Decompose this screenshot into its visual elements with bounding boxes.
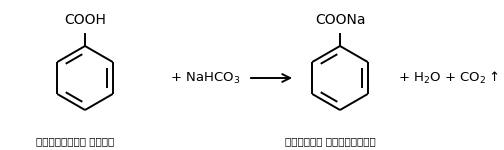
Text: COONa: COONa	[315, 13, 365, 27]
Text: + NaHCO$_3$: + NaHCO$_3$	[170, 70, 240, 86]
Text: बेन्जोइक अम्ल: बेन्जोइक अम्ल	[36, 136, 114, 146]
Text: + H$_2$O + CO$_2$$\uparrow$: + H$_2$O + CO$_2$$\uparrow$	[398, 70, 498, 86]
Text: COOH: COOH	[64, 13, 106, 27]
Text: सोडियम बेन्जोएट: सोडियम बेन्जोएट	[285, 136, 375, 146]
